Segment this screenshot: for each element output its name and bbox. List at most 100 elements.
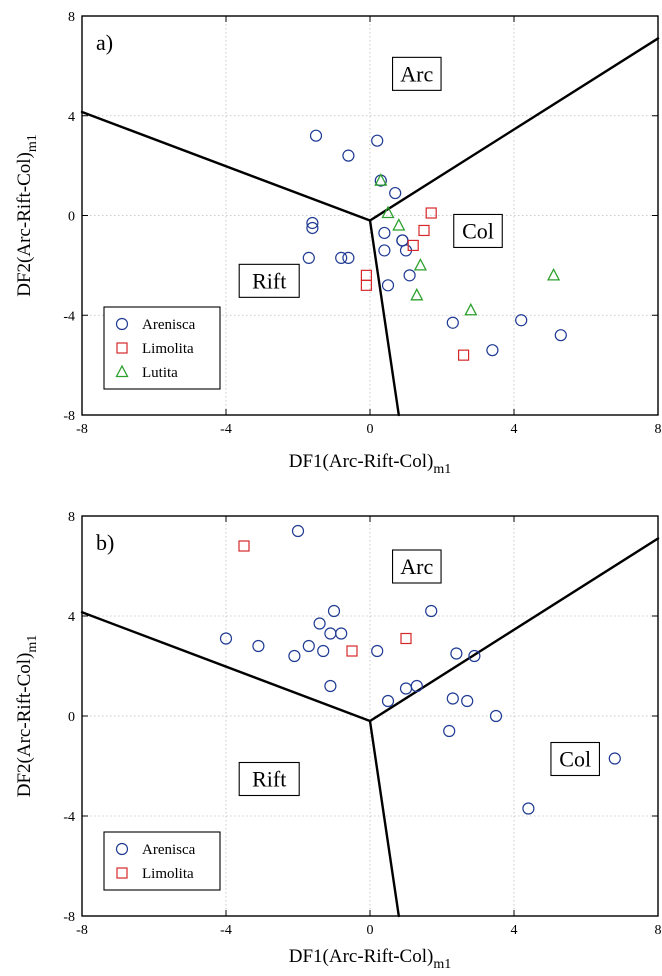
data-point: [547, 267, 561, 281]
data-point: [324, 627, 337, 640]
region-label-text: Col: [559, 747, 591, 772]
panel-label: a): [96, 30, 113, 55]
discriminant-boundary: [368, 719, 400, 918]
x-tick-label: -4: [220, 422, 232, 437]
data-point: [252, 639, 265, 653]
series-arenisca: [219, 524, 621, 815]
data-point: [608, 752, 621, 765]
data-point: [425, 207, 437, 219]
data-point: [410, 287, 424, 301]
x-tick-label: -8: [76, 923, 88, 938]
data-point: [313, 617, 326, 630]
region-label: Arc: [391, 56, 442, 91]
data-point: [288, 649, 301, 663]
region-label-box: [391, 549, 442, 584]
data-point: [413, 257, 427, 271]
region-label: Col: [550, 741, 601, 777]
x-axis-label: DF1(Arc-Rift-Col)m1: [289, 946, 451, 971]
legend-marker: [115, 842, 129, 856]
x-axis-label-subscript: m1: [433, 957, 451, 971]
legend-marker: [115, 317, 129, 331]
x-axis-label: DF1(Arc-Rift-Col)m1: [289, 451, 451, 477]
y-tick-label: 8: [68, 510, 75, 525]
legend-marker: [115, 364, 129, 378]
data-point: [389, 186, 402, 200]
data-point: [399, 682, 413, 695]
chart-panel-2: -8 -4 0 4 8 8 4 0 -4 -8 b) Arc Col Rift Arenisca Limoli…: [14, 510, 662, 972]
x-tick-label: 4: [511, 422, 518, 437]
y-axis-label-main: DF2(Arc-Rift-Col): [14, 653, 35, 798]
data-point: [302, 639, 315, 653]
data-point: [446, 316, 459, 329]
discriminant-boundary: [80, 611, 372, 723]
data-point: [446, 692, 459, 705]
data-point: [317, 644, 330, 658]
discriminant-boundary: [368, 219, 400, 417]
data-point: [407, 239, 419, 252]
legend-marker: [116, 867, 128, 879]
x-tick-label: -4: [220, 923, 232, 938]
region-label-text: Rift: [252, 767, 286, 792]
data-point: [443, 724, 456, 738]
legend-label: Limolita: [142, 866, 194, 882]
data-point: [324, 679, 337, 693]
discriminant-boundary: [368, 537, 660, 723]
data-point: [371, 644, 384, 658]
data-point: [302, 251, 315, 264]
x-tick-label: 0: [367, 923, 374, 938]
legend-box: [103, 831, 221, 891]
data-point: [392, 218, 406, 231]
legend-label: Arenisca: [142, 842, 196, 858]
y-tick-label: -4: [63, 309, 75, 324]
legend-label: Arenisca: [142, 317, 196, 333]
series-limolita: [238, 540, 412, 657]
legend-label: Limolita: [142, 341, 194, 357]
region-label-text: Arc: [400, 61, 433, 86]
region-label-text: Rift: [252, 268, 286, 293]
region-label-box: [391, 56, 442, 91]
y-tick-label: 0: [68, 710, 75, 725]
data-point: [461, 694, 474, 708]
data-point: [378, 226, 391, 240]
data-point: [418, 224, 430, 237]
data-point: [458, 349, 470, 361]
data-point: [306, 221, 319, 235]
data-point: [489, 709, 503, 723]
data-point: [238, 540, 250, 552]
legend-marker: [116, 342, 128, 354]
y-tick-label: 4: [68, 110, 75, 125]
series-arenisca: [302, 129, 567, 357]
region-label: Arc: [391, 549, 442, 584]
region-label-box: [453, 213, 503, 249]
data-point: [342, 251, 355, 264]
data-point: [450, 647, 463, 660]
panel-label: b): [96, 530, 114, 555]
y-tick-label: -8: [63, 910, 75, 925]
data-point: [515, 314, 528, 327]
data-point: [425, 604, 438, 618]
series-lutita: [374, 173, 561, 316]
y-tick-label: 8: [68, 10, 75, 25]
region-label-text: Col: [462, 218, 494, 243]
y-tick-label: 0: [68, 210, 75, 225]
y-axis-label-subscript: m1: [25, 635, 40, 653]
data-point: [327, 604, 341, 618]
data-point: [400, 632, 412, 645]
region-label-box: [238, 761, 300, 797]
data-point: [219, 632, 233, 645]
data-point: [381, 279, 395, 292]
y-tick-label: 4: [68, 610, 75, 625]
legend: Arenisca Limolita Lutita: [103, 306, 221, 390]
y-axis-label-subscript: m1: [25, 134, 40, 152]
data-point: [346, 645, 358, 657]
region-label: Rift: [238, 263, 300, 298]
chart-panel-1: -8 -4 0 4 8 8 4 0 -4 -8 a) Arc Col Rift Arenisca Limoli…: [14, 10, 662, 477]
legend-box: [103, 306, 221, 390]
x-tick-label: 8: [655, 923, 662, 938]
data-point: [360, 279, 372, 291]
legend-label: Lutita: [142, 365, 178, 381]
x-tick-label: 8: [655, 422, 662, 437]
data-point: [486, 344, 499, 357]
data-point: [468, 649, 481, 663]
